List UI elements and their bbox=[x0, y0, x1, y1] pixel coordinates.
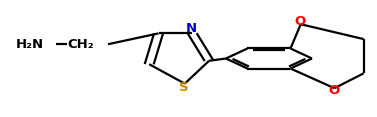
Text: H₂N: H₂N bbox=[15, 38, 44, 51]
Text: CH₂: CH₂ bbox=[67, 38, 93, 51]
Text: O: O bbox=[294, 15, 305, 28]
Text: N: N bbox=[186, 22, 197, 35]
Text: S: S bbox=[179, 81, 189, 94]
Text: O: O bbox=[328, 84, 339, 97]
